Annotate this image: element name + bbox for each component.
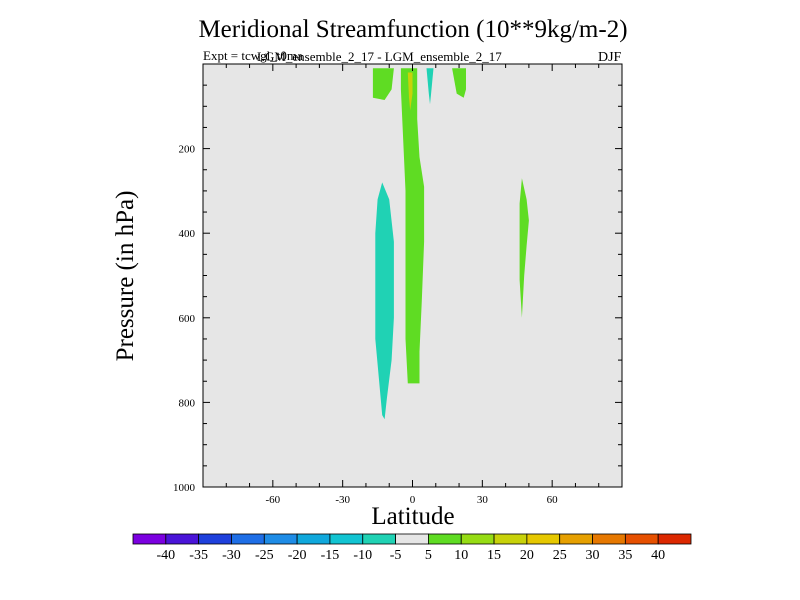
colorbar-label: -15 (321, 548, 340, 563)
experiment-label: Expt = tcwgl_t0ma (203, 48, 303, 63)
colorbar-swatch (493, 533, 528, 545)
contour-region-negative-cell-15S (375, 182, 394, 420)
colorbar-swatch (198, 533, 232, 545)
chart-title: Meridional Streamfunction (10**9kg/m-2) (198, 16, 628, 43)
colorbar-label: -30 (222, 548, 241, 563)
colorbar-label: 40 (651, 548, 665, 563)
colorbar-swatch (296, 533, 331, 545)
contour-region-positive-cell-48N (519, 178, 529, 318)
colorbar-swatch (231, 533, 265, 545)
colorbar-label: 30 (586, 548, 600, 563)
colorbar-label: 10 (454, 548, 468, 563)
axes: 200 400 600 800 1000 -60 -30 0 30 60 (173, 63, 623, 506)
colorbar-swatch (132, 533, 167, 545)
colorbar-swatch (329, 533, 364, 545)
colorbar: -40 -35 -30 -25 -20 -15 -10 -5 5 10 15 20 25 30 35 40 (132, 533, 692, 563)
colorbar-label: 15 (487, 548, 501, 563)
colorbar-label: -40 (156, 548, 175, 563)
x-axis-label: Latitude (371, 503, 455, 530)
x-tick-label: -60 (265, 494, 280, 506)
colorbar-swatch (263, 533, 298, 545)
colorbar-label: -5 (390, 548, 402, 563)
y-tick-label: 600 (179, 313, 196, 325)
colorbar-swatch (395, 533, 429, 545)
colorbar-label: 5 (425, 548, 432, 563)
contour-region-positive-top-15S (372, 68, 394, 100)
colorbar-swatch (559, 533, 593, 545)
x-tick-label: 60 (547, 494, 559, 506)
contour-region-positive-top-20N (452, 68, 466, 98)
contour-regions (372, 68, 529, 420)
colorbar-swatch (362, 533, 396, 545)
colorbar-swatch (657, 533, 692, 545)
colorbar-label: 25 (553, 548, 567, 563)
contour-region-positive-column-equator (400, 68, 425, 384)
colorbar-label: 35 (618, 548, 632, 563)
y-tick-label: 1000 (173, 482, 196, 494)
colorbar-label: -25 (255, 548, 274, 563)
chart-subtitle: LGM_ensemble_2_17 - LGM_ensemble_2_17 (257, 49, 502, 64)
colorbar-swatch (165, 533, 200, 545)
season-label: DJF (598, 50, 622, 65)
colorbar-swatch (460, 533, 495, 545)
y-tick-label: 200 (179, 144, 196, 156)
colorbar-label: -35 (189, 548, 208, 563)
x-tick-label: -30 (335, 494, 350, 506)
colorbar-label: 20 (520, 548, 534, 563)
colorbar-swatch (428, 533, 462, 545)
contour-region-positive-core-equator (407, 72, 413, 111)
contour-region-negative-top-7N (426, 68, 434, 105)
colorbar-swatch (526, 533, 561, 545)
y-tick-label: 800 (179, 397, 196, 409)
x-tick-label: 30 (477, 494, 489, 506)
colorbar-label: -20 (288, 548, 307, 563)
y-tick-label: 400 (179, 228, 196, 240)
x-tick-label: 0 (410, 494, 416, 506)
colorbar-label: -10 (353, 548, 372, 563)
colorbar-swatch (624, 533, 659, 545)
colorbar-swatch (592, 533, 626, 545)
